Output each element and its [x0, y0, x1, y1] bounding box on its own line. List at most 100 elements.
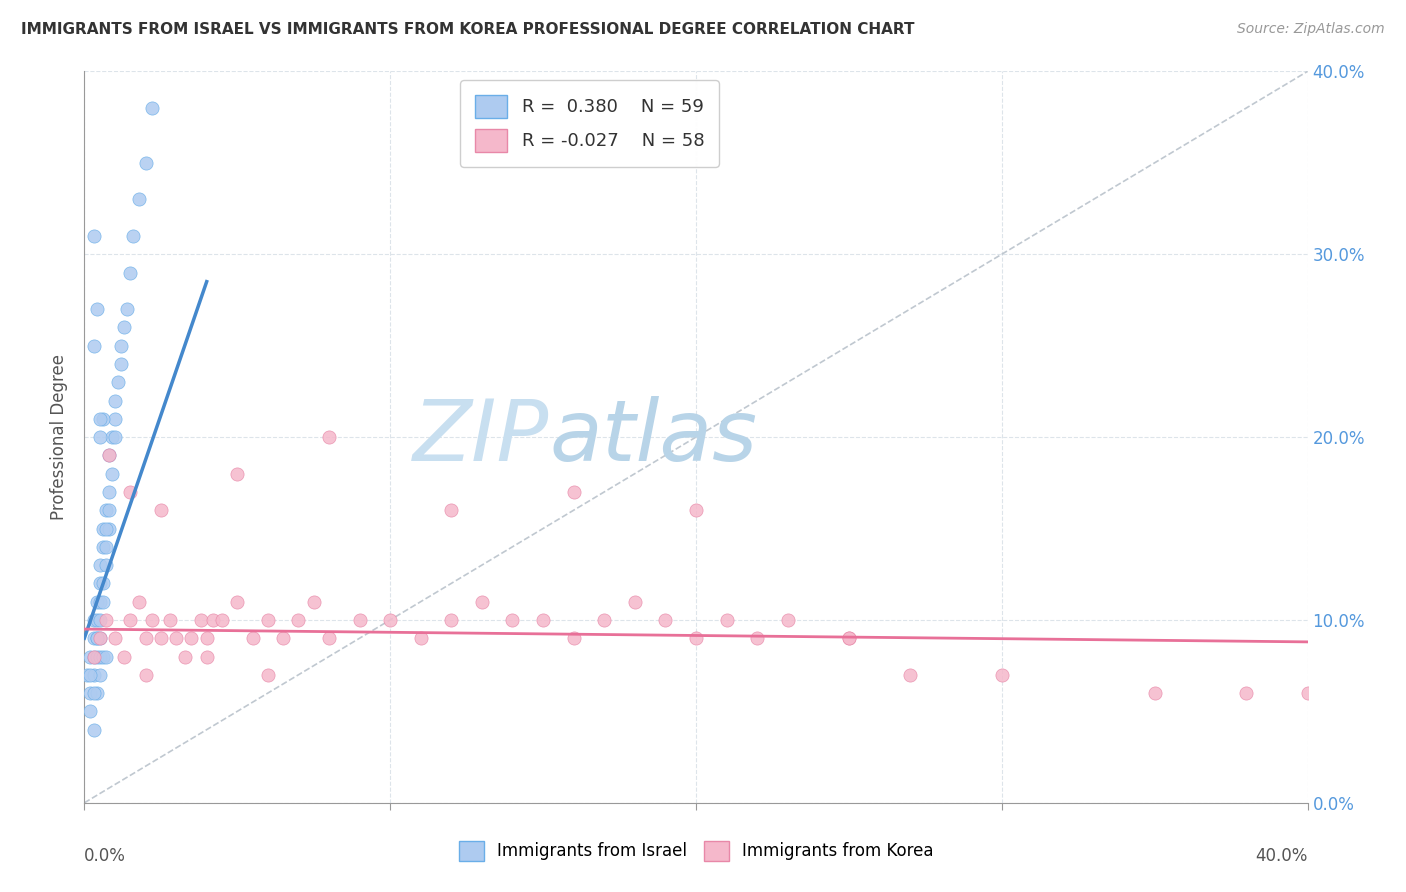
Point: [76, 667, 98, 681]
Point: [409, 632, 432, 646]
Point: [89, 558, 111, 573]
Point: [115, 301, 138, 317]
Point: [502, 613, 524, 627]
Text: IMMIGRANTS FROM ISRAEL VS IMMIGRANTS FROM KOREA PROFESSIONAL DEGREE CORRELATION : IMMIGRANTS FROM ISRAEL VS IMMIGRANTS FRO…: [21, 22, 914, 37]
Point: [79, 705, 101, 719]
Point: [190, 613, 212, 627]
Point: [112, 320, 135, 334]
Point: [271, 632, 294, 646]
Point: [149, 632, 172, 646]
Point: [776, 613, 799, 627]
Point: [89, 632, 111, 646]
Point: [91, 594, 114, 608]
Point: [287, 613, 309, 627]
Point: [83, 613, 105, 627]
Point: [593, 613, 616, 627]
Text: 40.0%: 40.0%: [1256, 847, 1308, 864]
Point: [79, 686, 101, 700]
Point: [380, 613, 402, 627]
Point: [91, 521, 114, 535]
Text: 0.0%: 0.0%: [84, 847, 127, 864]
Point: [1236, 686, 1258, 700]
Point: [562, 485, 585, 500]
Point: [79, 667, 101, 681]
Legend: Immigrants from Israel, Immigrants from Korea: Immigrants from Israel, Immigrants from …: [451, 834, 941, 868]
Point: [91, 540, 114, 554]
Point: [104, 430, 127, 444]
Point: [79, 649, 101, 664]
Point: [97, 521, 120, 535]
Point: [89, 613, 111, 627]
Point: [195, 632, 218, 646]
Point: [89, 430, 111, 444]
Point: [94, 540, 117, 554]
Point: [624, 594, 647, 608]
Point: [86, 613, 108, 627]
Point: [97, 503, 120, 517]
Point: [141, 101, 163, 115]
Point: [94, 613, 117, 627]
Point: [83, 649, 105, 664]
Point: [838, 632, 860, 646]
Point: [440, 613, 463, 627]
Point: [898, 667, 921, 681]
Point: [104, 393, 127, 408]
Point: [174, 649, 197, 664]
Point: [747, 632, 769, 646]
Point: [83, 723, 105, 737]
Point: [562, 632, 585, 646]
Point: [120, 266, 142, 280]
Point: [226, 467, 249, 481]
Point: [531, 613, 554, 627]
Point: [89, 667, 111, 681]
Point: [201, 613, 224, 627]
Point: [349, 613, 371, 627]
Point: [104, 412, 127, 426]
Point: [89, 594, 111, 608]
Point: [86, 594, 108, 608]
Point: [302, 594, 325, 608]
Point: [135, 632, 157, 646]
Point: [94, 503, 117, 517]
Point: [91, 576, 114, 591]
Point: [112, 649, 135, 664]
Point: [991, 667, 1014, 681]
Point: [89, 632, 111, 646]
Point: [211, 613, 233, 627]
Text: Source: ZipAtlas.com: Source: ZipAtlas.com: [1237, 22, 1385, 37]
Point: [122, 229, 145, 244]
Point: [471, 594, 494, 608]
Point: [257, 613, 280, 627]
Point: [195, 649, 218, 664]
Text: atlas: atlas: [550, 395, 758, 479]
Point: [83, 338, 105, 352]
Point: [180, 632, 202, 646]
Point: [1296, 686, 1319, 700]
Point: [104, 632, 127, 646]
Point: [128, 192, 150, 206]
Point: [89, 576, 111, 591]
Point: [97, 448, 120, 462]
Point: [128, 594, 150, 608]
Point: [86, 649, 108, 664]
Point: [101, 430, 124, 444]
Point: [86, 686, 108, 700]
Point: [242, 632, 264, 646]
Point: [94, 521, 117, 535]
Point: [107, 375, 129, 389]
Point: [257, 667, 280, 681]
Point: [149, 503, 172, 517]
Point: [83, 667, 105, 681]
Point: [83, 649, 105, 664]
Point: [654, 613, 676, 627]
Point: [94, 558, 117, 573]
Point: [83, 229, 105, 244]
Point: [94, 649, 117, 664]
Point: [318, 632, 340, 646]
Point: [159, 613, 181, 627]
Point: [83, 686, 105, 700]
Point: [135, 156, 157, 170]
Point: [838, 632, 860, 646]
Point: [91, 649, 114, 664]
Point: [86, 301, 108, 317]
